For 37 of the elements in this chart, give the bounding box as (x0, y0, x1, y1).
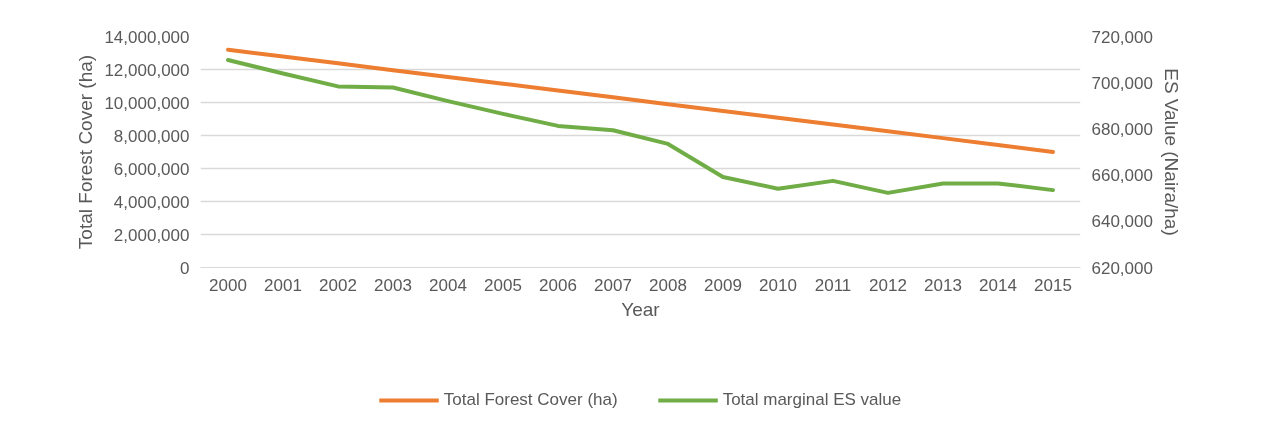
legend-label: Total Forest Cover (ha) (443, 390, 618, 410)
x-tick-label: 2011 (814, 275, 852, 295)
x-tick-label: 2010 (759, 275, 797, 295)
y2-tick-label: 620,000 (1091, 258, 1153, 278)
line-series (226, 47, 1055, 154)
line-series (226, 58, 1055, 195)
legend-label: Total marginal ES value (722, 390, 902, 410)
y-tick-label: 12,000,000 (104, 60, 190, 80)
y-tick-label: 14,000,000 (104, 27, 190, 47)
x-tick-label: 2004 (429, 275, 467, 295)
y-tick-label: 6,000,000 (113, 159, 190, 179)
x-tick-label: 2008 (649, 275, 687, 295)
y2-tick-label: 700,000 (1091, 73, 1153, 93)
y-tick-label: 10,000,000 (104, 93, 190, 113)
y-axis-title: Total Forest Cover (ha) (75, 54, 97, 250)
y2-tick-label: 680,000 (1091, 119, 1153, 139)
y-tick-label: 8,000,000 (113, 126, 190, 146)
y-tick-label: 4,000,000 (113, 192, 190, 212)
x-axis-title: Year (621, 298, 661, 320)
x-tick-label: 2009 (704, 275, 742, 295)
y-tick-label: 2,000,000 (113, 225, 190, 245)
x-tick-label: 2000 (209, 275, 247, 295)
x-tick-label: 2007 (594, 275, 632, 295)
y2-axis-title: ES Value (Naira/ha) (1160, 68, 1182, 236)
y2-tick-label: 660,000 (1091, 166, 1153, 186)
x-tick-label: 2015 (1034, 275, 1072, 295)
x-tick-label: 2002 (319, 275, 357, 295)
x-tick-label: 2012 (869, 275, 907, 295)
y-tick-label: 0 (180, 258, 190, 278)
x-tick-label: 2005 (484, 275, 522, 295)
y2-tick-label: 640,000 (1091, 212, 1153, 232)
x-tick-label: 2013 (924, 275, 962, 295)
y2-tick-label: 720,000 (1091, 27, 1153, 47)
x-tick-label: 2014 (979, 275, 1017, 295)
x-tick-label: 2001 (264, 275, 302, 295)
x-tick-label: 2003 (374, 275, 412, 295)
x-tick-label: 2006 (539, 275, 577, 295)
